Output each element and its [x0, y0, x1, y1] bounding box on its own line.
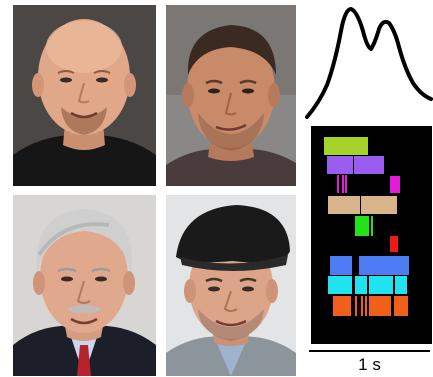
portrait-man-flat-cap: [166, 195, 296, 376]
raster-bar-blue-1: [330, 256, 352, 275]
raster-tick-green: [371, 216, 373, 236]
portrait-bald-man-smiling: [13, 5, 156, 186]
portrait-gray-haired-man-suit: [13, 195, 156, 376]
raster-bar-orange-2: [369, 296, 391, 316]
raster-bar-cyan-2: [355, 276, 367, 294]
raster-bar-tan-1: [328, 196, 360, 214]
scale-bar-label: 1 s: [358, 355, 381, 374]
raster-bar-purple-2: [354, 156, 384, 174]
raster-bar-orange-3: [394, 296, 408, 316]
raster-tick-magenta-3: [345, 175, 347, 193]
raster-bar-cyan-3: [369, 276, 393, 294]
raster-bar-red: [390, 236, 398, 252]
raster-panel: [311, 126, 432, 344]
raster-tick-magenta-2: [342, 175, 344, 193]
waveform-line: [305, 7, 433, 119]
raster-tick-orange-1: [355, 296, 357, 316]
raster-bar-lime: [324, 137, 368, 155]
raster-tick-orange-3: [365, 296, 367, 316]
raster-bar-purple-1: [327, 156, 353, 174]
raster-bar-tan-2: [361, 196, 397, 214]
raster-bar-green: [355, 216, 369, 236]
raster-bar-blue-2: [359, 256, 409, 275]
scale-bar: [309, 350, 430, 352]
raster-bar-magenta: [390, 176, 400, 193]
portrait-man-short-hair: [166, 5, 296, 186]
raster-bar-cyan-4: [395, 276, 407, 294]
raster-tick-magenta-1: [337, 175, 339, 193]
raster-tick-orange-2: [361, 296, 363, 316]
raster-bar-cyan-1: [328, 276, 352, 294]
raster-bar-orange-1: [333, 296, 351, 316]
waveform-trace: [305, 7, 433, 119]
